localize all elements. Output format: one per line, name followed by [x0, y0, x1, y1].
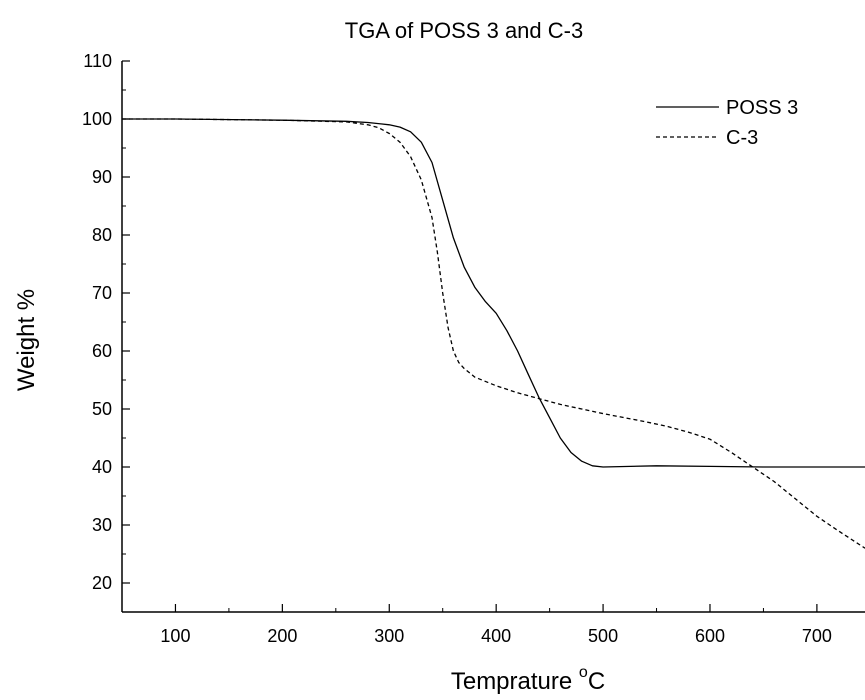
legend: POSS 3 C-3	[656, 97, 798, 149]
y-tick-label: 80	[92, 225, 112, 245]
y-tick-label: 70	[92, 283, 112, 303]
y-axis-label: Weight %	[13, 289, 40, 391]
x-tick-label: 100	[160, 626, 190, 646]
plot-area: 100 200 300 400 500 600 700 20 30 40 50 60 70 80 90 100…	[82, 51, 865, 646]
y-tick-label: 100	[82, 109, 112, 129]
series-line-2	[122, 118, 865, 549]
y-tick-label: 90	[92, 167, 112, 187]
x-tick-label: 500	[588, 626, 618, 646]
x-axis-label-space	[572, 668, 579, 695]
x-tick-label: 200	[267, 626, 297, 646]
x-tick-label: 300	[374, 626, 404, 646]
x-axis-unit: C	[588, 668, 605, 695]
chart-title: TGA of POSS 3 and C-3	[345, 18, 583, 43]
y-tick-label: 50	[92, 399, 112, 419]
series-line-1	[122, 118, 865, 468]
degree-superscript: o	[579, 664, 588, 681]
x-tick-label: 700	[802, 626, 832, 646]
y-tick-label: 30	[92, 515, 112, 535]
y-axis-label-group: Weight %	[13, 289, 40, 391]
x-axis-label: Temprature oC	[451, 664, 605, 695]
y-tick-label: 110	[83, 51, 112, 71]
legend-label-1: POSS 3	[726, 97, 798, 119]
legend-label-2: C-3	[726, 127, 758, 149]
x-tick-label: 400	[481, 626, 511, 646]
x-axis-label-text: Temprature	[451, 668, 572, 695]
y-tick-label: 60	[92, 341, 112, 361]
x-tick-label: 600	[695, 626, 725, 646]
y-tick-label: 40	[92, 457, 112, 477]
y-tick-label: 20	[92, 573, 112, 593]
